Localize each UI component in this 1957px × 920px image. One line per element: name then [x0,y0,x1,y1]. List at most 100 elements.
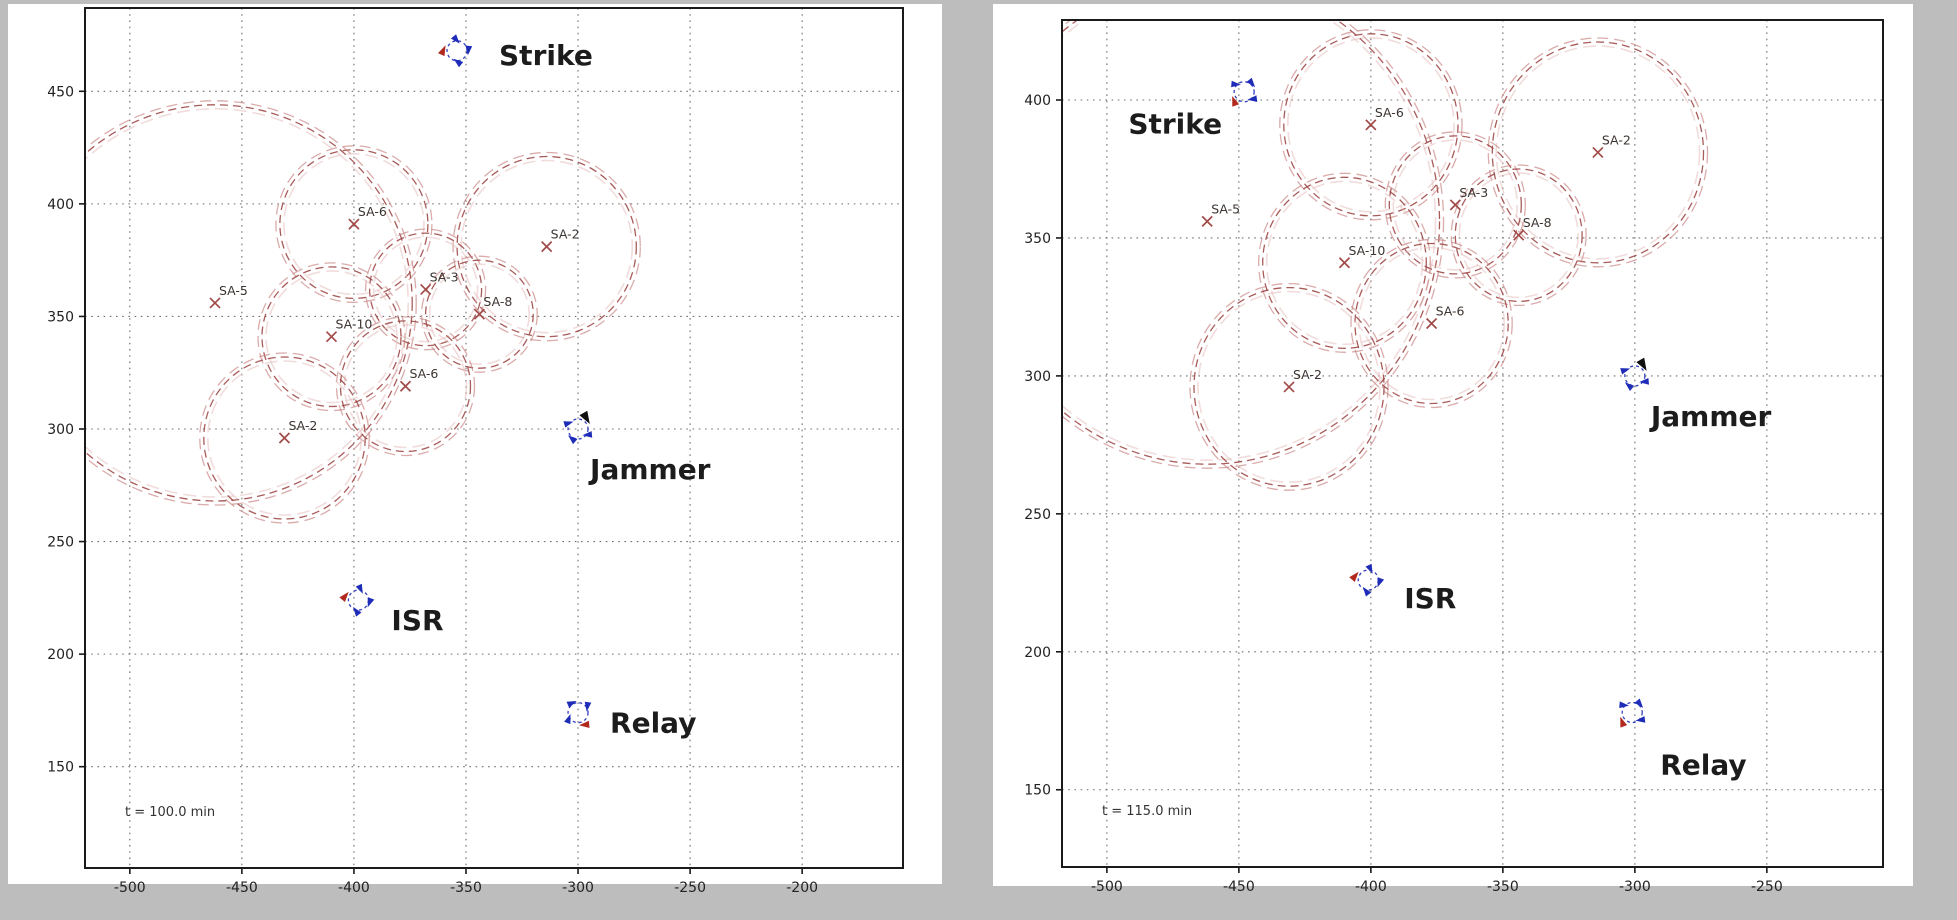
uav-member-triangle-icon [367,597,375,608]
sam-site-x-marker-icon [1201,215,1213,228]
y-tick-label: 200 [1024,645,1051,661]
sam-site-x-marker-icon [1365,119,1377,131]
sam-site-x-marker-icon [209,297,221,309]
x-tick-label: -250 [1751,879,1783,895]
threat-ring-right-6 [1354,242,1509,405]
uav-member-triangle-icon [355,583,363,594]
time-annotation-right: t = 115.0 min [1102,804,1192,819]
threat-ring-right-2 [1062,20,1445,469]
sam-site-label: SA-3 [430,269,459,284]
sam-site-right-7: SA-2 [1283,367,1322,393]
threat-ring-left-6 [339,320,472,453]
y-tick-label: 300 [1024,369,1051,385]
uav-isr-right: ISR [1349,563,1456,615]
grid-lines-right [1062,20,1883,867]
threat-ring-left-3 [368,232,483,347]
y-tick-label: 350 [47,309,74,325]
uav-member-triangle-icon [1620,368,1631,375]
uav-member-triangle-icon [582,431,593,438]
uav-member-triangle-icon [1634,698,1644,708]
sam-site-label: SA-8 [483,294,512,309]
sam-site-x-marker-icon [473,308,486,320]
uav-loiter-circle-icon [567,702,589,724]
sam-site-left-6: SA-6 [399,366,438,392]
y-tick-label: 400 [1024,93,1051,109]
threat-ring-left-3 [364,228,487,351]
uav-member-triangle-icon [564,714,571,725]
uav-member-triangle-icon [1624,382,1635,391]
axes-box-right [1061,19,1884,868]
uav-red-member-icon [1620,716,1628,728]
threat-ring-left-3 [372,236,479,343]
uav-relay-right: Relay [1619,698,1747,781]
uav-red-member-icon [339,591,349,602]
threat-ring-right-2 [1062,20,1441,465]
sam-site-label: SA-3 [1459,185,1488,200]
sam-site-label: SA-2 [288,418,317,433]
threat-ring-right-0 [1283,33,1459,217]
uav-loiter-circle-icon [1621,701,1643,724]
threat-ring-left-4 [424,259,534,369]
threat-ring-left-2 [85,108,409,498]
threat-ring-right-2 [1062,20,1437,461]
x-tick-label: -350 [450,880,482,896]
threat-ring-right-4 [1458,172,1579,299]
sam-site-left-0: SA-6 [348,204,387,230]
uav-member-triangle-icon [584,701,592,712]
sam-site-x-marker-icon [1425,317,1438,330]
uav-member-triangle-icon [1377,577,1385,588]
x-tick-label: -400 [1355,879,1387,895]
uav-relay-left: Relay [564,701,696,740]
threat-ring-right-0 [1287,37,1455,213]
time-annotation-left: t = 100.0 min [125,805,215,820]
uav-member-triangle-icon [1247,95,1258,102]
sam-site-right-5: SA-10 [1338,243,1385,269]
threat-ring-left-7 [207,360,362,516]
sam-threat-rings-right [1062,20,1709,491]
uav-member-triangle-icon [1231,80,1241,88]
threat-ring-left-2 [85,100,417,506]
threat-ring-left-0 [275,145,433,304]
threat-ring-right-3 [1384,131,1526,279]
sam-site-label: SA-10 [336,317,373,332]
threat-ring-right-6 [1350,238,1513,409]
threat-ring-right-4 [1454,168,1583,303]
uav-loiter-circle-icon [1624,365,1646,387]
sam-site-left-5: SA-10 [325,317,373,343]
x-tick-label: -400 [338,880,370,896]
uav-heading-arrow-icon [579,410,590,424]
sam-site-label: SA-6 [409,366,438,381]
uav-isr-left: ISR [339,583,444,637]
uav-red-member-icon [438,45,446,57]
sam-site-label: SA-10 [1348,243,1385,258]
sam-site-x-marker-icon [541,241,553,253]
y-tick-label: 150 [47,760,74,776]
uav-member-triangle-icon [1246,77,1256,88]
plot-panel-left [8,4,942,884]
uav-member-triangle-icon [566,701,577,708]
threat-ring-left-1 [456,155,637,338]
sam-site-label: SA-6 [1375,105,1404,120]
threat-ring-right-0 [1279,29,1463,221]
y-tick-label: 150 [1024,783,1051,799]
sam-site-x-marker-icon [348,218,360,230]
threat-ring-left-7 [199,352,370,524]
plot-panel-right [993,4,1913,886]
sam-site-x-marker-icon [325,331,338,343]
y-tick-label: 200 [47,647,74,663]
threat-ring-left-1 [452,151,641,342]
uav-label-isr: ISR [1404,582,1456,615]
sam-site-right-0: SA-6 [1365,105,1404,131]
sam-site-x-marker-icon [1513,229,1525,241]
sam-site-right-2: SA-5 [1201,201,1240,228]
sam-site-label: SA-6 [1436,303,1465,318]
uav-member-triangle-icon [568,435,578,445]
threat-ring-left-5 [261,266,402,408]
x-tick-label: -200 [786,880,818,896]
threat-ring-right-5 [1262,176,1427,349]
threat-ring-right-1 [1491,41,1705,264]
threat-ring-right-5 [1258,172,1431,353]
sam-site-label: SA-5 [219,283,248,298]
